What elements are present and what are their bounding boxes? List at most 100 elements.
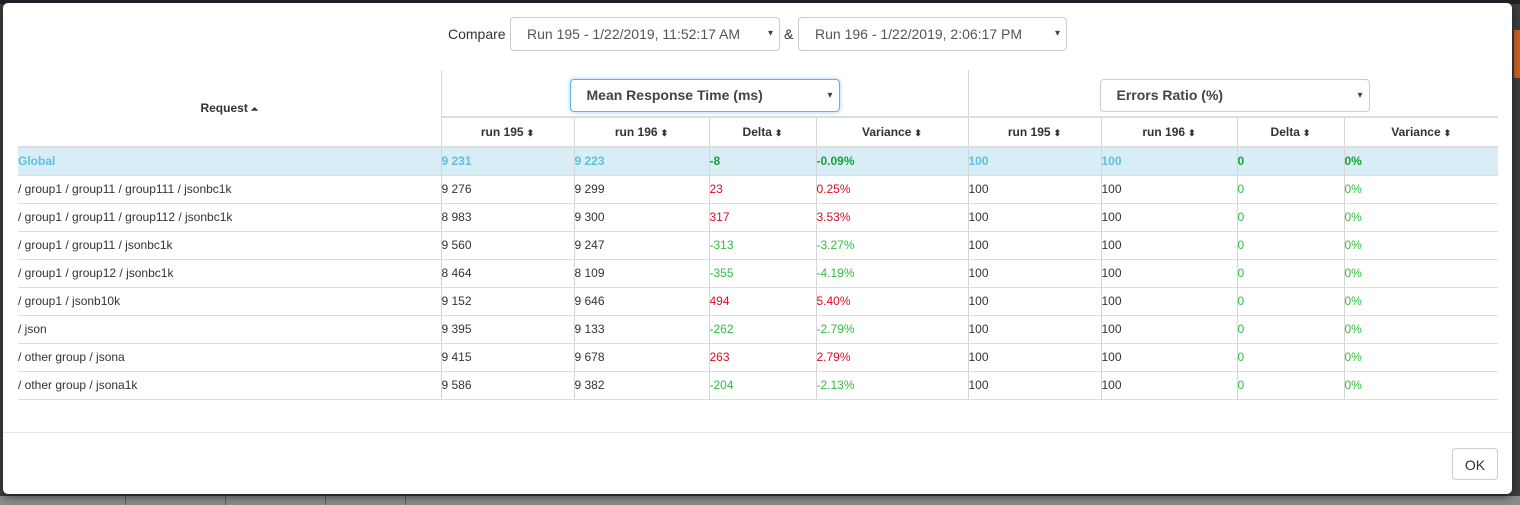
cell-variance: -0.09% bbox=[815, 147, 968, 176]
cell-ea: 100 bbox=[967, 315, 1101, 344]
caret-down-icon: ▾ bbox=[767, 28, 773, 39]
cell-ea: 100 bbox=[967, 175, 1101, 204]
column-header-request[interactable]: Request ⏶ bbox=[18, 70, 441, 148]
metric-group-right: Errors Ratio (%) ▾ bbox=[967, 70, 1498, 117]
cell-evariance: 0% bbox=[1343, 371, 1498, 400]
cell-evariance: 0% bbox=[1343, 287, 1498, 316]
column-header-errors-variance[interactable]: Variance ⬍ bbox=[1343, 116, 1498, 148]
request-header-label: Request bbox=[200, 101, 248, 115]
column-header-errors-delta[interactable]: Delta ⬍ bbox=[1236, 116, 1344, 148]
table-row: / group1 / group11 / jsonbc1k 9 560 9 247-… bbox=[18, 231, 1498, 260]
cell-a: 8 464 bbox=[440, 259, 574, 288]
cell-ea: 100 bbox=[967, 147, 1101, 176]
table-row: / group1 / group11 / group112 / jsonbc1k… bbox=[18, 203, 1498, 232]
cell-a: 9 152 bbox=[440, 287, 574, 316]
cell-delta: 23 bbox=[708, 175, 816, 204]
header-label: Delta bbox=[742, 125, 772, 139]
cell-delta: -8 bbox=[708, 147, 816, 176]
cell-eb: 100 bbox=[1100, 371, 1237, 400]
column-header-delta[interactable]: Delta ⬍ bbox=[708, 116, 816, 148]
cell-b: 9 382 bbox=[573, 371, 709, 400]
cell-evariance: 0% bbox=[1343, 315, 1498, 344]
column-header-run-b[interactable]: run 196 ⬍ bbox=[573, 116, 709, 148]
table-row: / other group / jsona 9 415 9 678 263 2.79% 1… bbox=[18, 343, 1498, 372]
cell-b: 9 678 bbox=[573, 343, 709, 372]
cell-variance: -2.79% bbox=[815, 315, 968, 344]
metric-group-left: Mean Response Time (ms) ▾ bbox=[440, 70, 968, 117]
cell-delta: -313 bbox=[708, 231, 816, 260]
cell-delta: 263 bbox=[708, 343, 816, 372]
header-label: run 195 bbox=[1007, 125, 1051, 139]
column-header-errors-run-a[interactable]: run 195 ⬍ bbox=[967, 116, 1101, 148]
global-row: Global 9 231 9 223 -8 -0.09% 100 100 0 0% bbox=[18, 147, 1498, 176]
comparison-table: Request ⏶ Mean Response Time (ms) ▾ Error… bbox=[18, 70, 1498, 400]
cell-variance: 5.40% bbox=[815, 287, 968, 316]
cell-ea: 100 bbox=[967, 231, 1101, 260]
cell-b: 9 247 bbox=[573, 231, 709, 260]
cell-a: 9 560 bbox=[440, 231, 574, 260]
cell-eb: 100 bbox=[1100, 231, 1237, 260]
cell-request: / other group / jsona bbox=[18, 343, 441, 372]
cell-b: 9 223 bbox=[573, 147, 709, 176]
cell-ea: 100 bbox=[967, 343, 1101, 372]
cell-edelta: 0 bbox=[1236, 371, 1344, 400]
cell-request: / group1 / jsonb10k bbox=[18, 287, 441, 316]
table-row: / group1 / group12 / jsonbc1k 8 464 8 109 -… bbox=[18, 259, 1498, 288]
sort-icon: ⬍ bbox=[914, 128, 922, 138]
right-metric-select[interactable]: Errors Ratio (%) ▾ bbox=[1099, 79, 1370, 112]
cell-evariance: 0% bbox=[1343, 175, 1498, 204]
run-b-value: Run 196 - 1/22/2019, 2:06:17 PM bbox=[815, 26, 1023, 42]
header-label: Delta bbox=[1270, 125, 1300, 139]
caret-down-icon: ▾ bbox=[827, 90, 833, 101]
background-accent-tab bbox=[1514, 30, 1520, 78]
header-label: run 196 bbox=[614, 125, 658, 139]
cell-variance: -4.19% bbox=[815, 259, 968, 288]
ok-button[interactable]: OK bbox=[1452, 448, 1498, 480]
cell-delta: -262 bbox=[708, 315, 816, 344]
left-metric-select[interactable]: Mean Response Time (ms) ▾ bbox=[569, 79, 840, 112]
table-body: Global 9 231 9 223 -8 -0.09% 100 100 0 0% / group… bbox=[18, 147, 1498, 400]
cell-edelta: 0 bbox=[1236, 147, 1344, 176]
cell-eb: 100 bbox=[1100, 287, 1237, 316]
sort-icon: ⬍ bbox=[526, 128, 535, 138]
cell-request: / other group / jsona1k bbox=[18, 371, 441, 400]
right-metric-value: Errors Ratio (%) bbox=[1116, 87, 1224, 103]
cell-eb: 100 bbox=[1100, 259, 1237, 288]
cell-request: Global bbox=[18, 147, 441, 176]
cell-ea: 100 bbox=[967, 371, 1101, 400]
cell-a: 9 231 bbox=[440, 147, 574, 176]
run-a-select[interactable]: Run 195 - 1/22/2019, 11:52:17 AM ▾ bbox=[510, 17, 780, 51]
cell-a: 9 415 bbox=[440, 343, 574, 372]
cell-a: 9 276 bbox=[440, 175, 574, 204]
cell-edelta: 0 bbox=[1236, 287, 1344, 316]
caret-down-icon: ▾ bbox=[1357, 90, 1363, 101]
cell-ea: 100 bbox=[967, 259, 1101, 288]
cell-edelta: 0 bbox=[1236, 203, 1344, 232]
cell-a: 9 395 bbox=[440, 315, 574, 344]
header-label: run 196 bbox=[1142, 125, 1186, 139]
cell-b: 9 300 bbox=[573, 203, 709, 232]
sort-icon: ⬍ bbox=[774, 128, 783, 138]
run-b-select[interactable]: Run 196 - 1/22/2019, 2:06:17 PM ▾ bbox=[798, 17, 1067, 51]
cell-a: 9 586 bbox=[440, 371, 574, 400]
column-header-errors-run-b[interactable]: run 196 ⬍ bbox=[1100, 116, 1237, 148]
cell-delta: -204 bbox=[708, 371, 816, 400]
cell-edelta: 0 bbox=[1236, 175, 1344, 204]
run-a-value: Run 195 - 1/22/2019, 11:52:17 AM bbox=[527, 26, 741, 42]
table-row: / json 9 395 9 133 -262 -2.79% 100 100 0 0% bbox=[18, 315, 1498, 344]
cell-variance: 0.25% bbox=[815, 175, 968, 204]
column-header-run-a[interactable]: run 195 ⬍ bbox=[440, 116, 574, 148]
cell-evariance: 0% bbox=[1343, 259, 1498, 288]
cell-ea: 100 bbox=[967, 287, 1101, 316]
cell-b: 8 109 bbox=[573, 259, 709, 288]
cell-ea: 100 bbox=[967, 203, 1101, 232]
cell-evariance: 0% bbox=[1343, 147, 1498, 176]
cell-eb: 100 bbox=[1100, 147, 1237, 176]
sort-icon: ⬍ bbox=[660, 128, 669, 138]
cell-request: / group1 / group12 / jsonbc1k bbox=[18, 259, 441, 288]
ampersand-label: & bbox=[784, 26, 794, 42]
column-header-variance[interactable]: Variance ⬍ bbox=[815, 116, 968, 148]
sort-icon: ⬍ bbox=[1302, 128, 1311, 138]
sort-asc-icon: ⏶ bbox=[250, 104, 259, 114]
cell-variance: 2.79% bbox=[815, 343, 968, 372]
